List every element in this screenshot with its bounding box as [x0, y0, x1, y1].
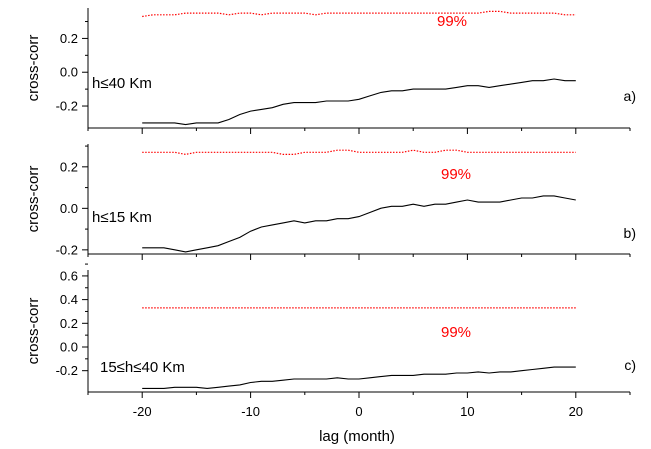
significance-line [142, 149, 576, 156]
y-axis-label: cross-corr [25, 298, 42, 365]
x-tick-label: -20 [133, 404, 152, 419]
significance-label: 99% [441, 324, 471, 341]
y-tick-label: -0.2 [56, 99, 78, 114]
x-tick-label: -10 [241, 404, 260, 419]
significance-label: 99% [437, 13, 467, 30]
y-tick-label: 0.0 [60, 201, 78, 216]
y-tick-label: 0.2 [60, 31, 78, 46]
distance-annotation: h≤15 Km [92, 209, 152, 226]
panel-label: c) [624, 357, 636, 373]
y-tick-label: 0.2 [60, 316, 78, 331]
y-axis-label: cross-corr [25, 35, 42, 102]
x-tick-label: 10 [460, 404, 474, 419]
panel-b: -0.2 0.0 0.2 cross-corr 99% h≤15 Km b) [25, 144, 636, 260]
distance-annotation: h≤40 Km [92, 75, 152, 92]
panel-c: -20 -10 0 10 20 -0.2 0.0 0.2 0.4 0.6 cross-corr 99%… [25, 263, 636, 419]
x-tick-label: 0 [355, 404, 362, 419]
panel-a: -0.2 0.0 0.2 cross-corr 99% h≤40 Km a) [25, 8, 636, 134]
y-tick-label: 0.6 [60, 268, 78, 283]
y-tick-label: 0.0 [60, 339, 78, 354]
x-tick-label: 20 [569, 404, 583, 419]
significance-label: 99% [441, 166, 471, 183]
cross-corr-line [142, 195, 576, 253]
significance-line [142, 10, 576, 18]
y-tick-label: 0.0 [60, 65, 78, 80]
distance-annotation: 15≤h≤40 Km [100, 359, 185, 376]
y-tick-label: 0.2 [60, 159, 78, 174]
y-tick-label: -0.2 [56, 242, 78, 257]
panel-label: a) [624, 88, 636, 104]
y-axis-label: cross-corr [25, 166, 42, 233]
x-axis-label: lag (month) [319, 428, 395, 445]
y-tick-label: 0.4 [60, 292, 78, 307]
panel-label: b) [624, 225, 636, 241]
cross-corr-line [142, 366, 576, 389]
y-tick-label: -0.2 [56, 363, 78, 378]
cross-corr-line [142, 78, 576, 126]
